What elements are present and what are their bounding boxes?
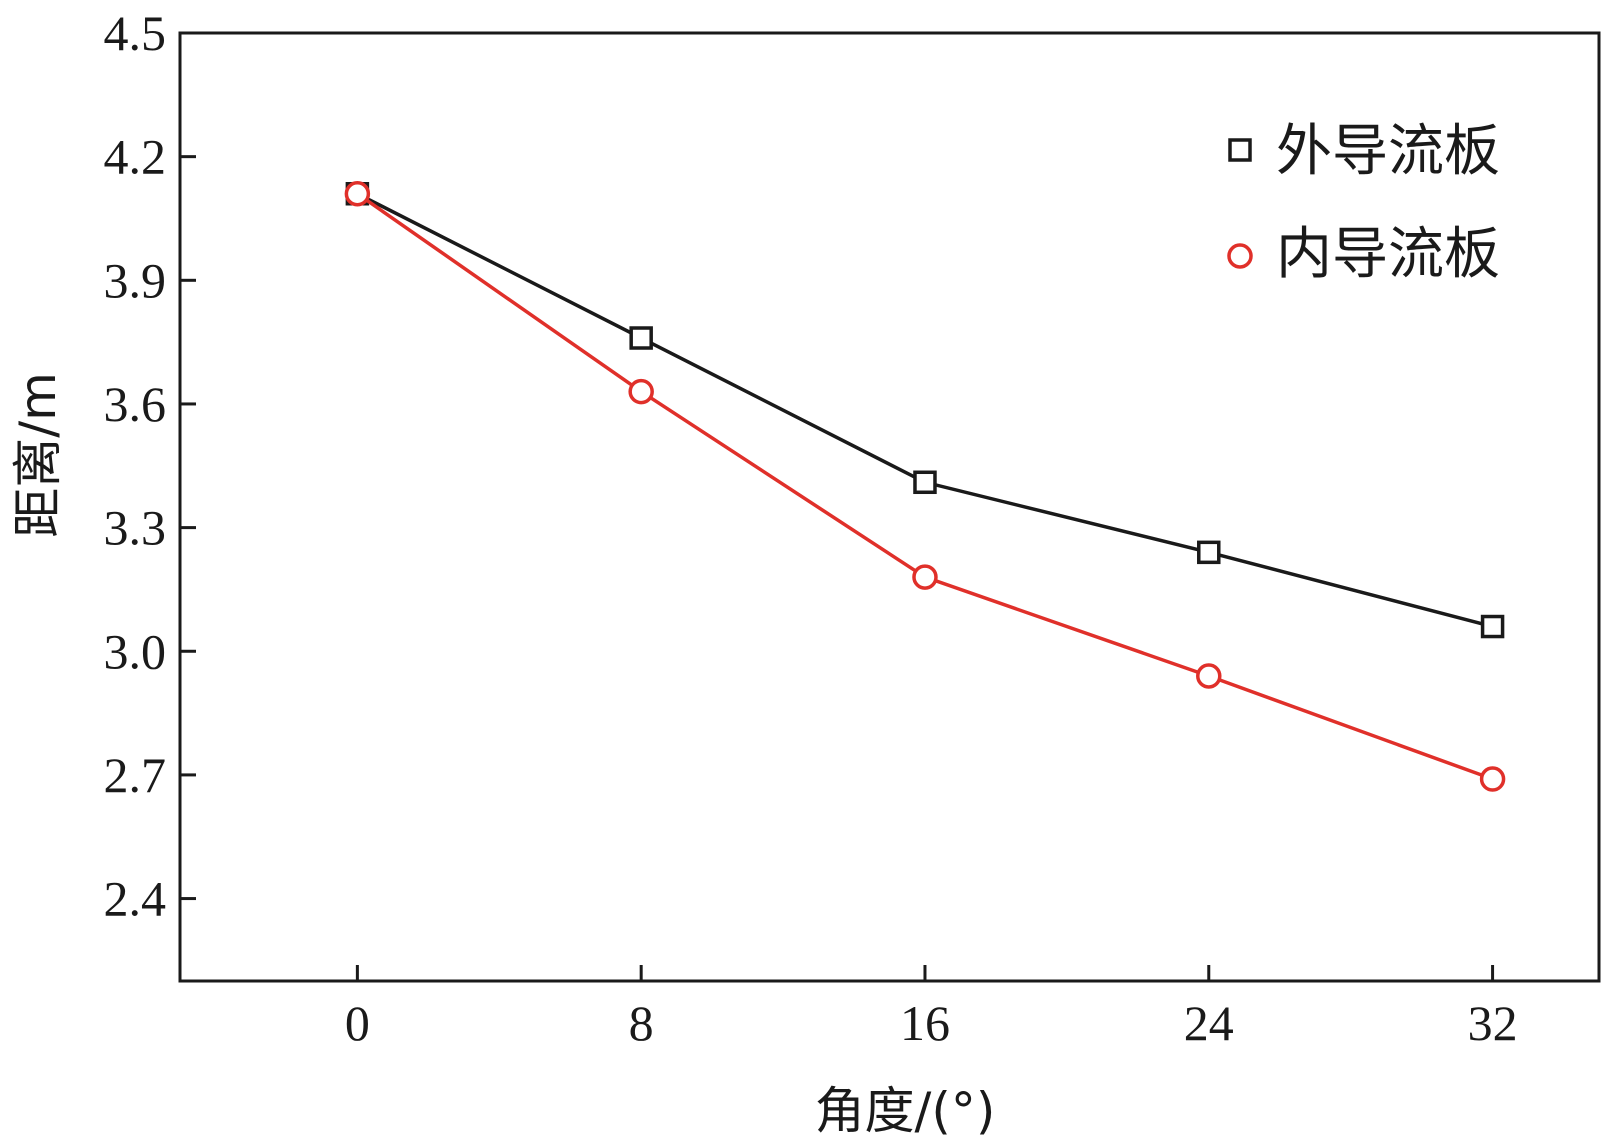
x-tick-label: 32	[1468, 995, 1518, 1051]
data-point	[628, 378, 654, 405]
x-tick-label: 16	[900, 995, 950, 1051]
data-point	[629, 326, 653, 350]
series-1	[344, 180, 1506, 792]
legend-label-outer-baffle: 外导流板	[1276, 119, 1500, 184]
y-tick-label: 2.4	[104, 871, 167, 927]
y-axis-title: 距离/m	[9, 372, 67, 538]
legend-marker-inner-baffle	[1227, 243, 1253, 269]
plot-frame	[178, 31, 1601, 983]
series-layer	[344, 180, 1506, 792]
data-point	[1196, 663, 1222, 689]
y-tick-label: 3.0	[104, 623, 167, 679]
legend-label-inner-baffle: 内导流板	[1276, 222, 1500, 287]
data-point	[912, 564, 938, 590]
x-axis: 0 8 16 24 32	[345, 965, 1518, 1051]
y-tick-label: 2.7	[104, 747, 167, 803]
y-axis: 2.4 2.7 3.0 3.3 3.6 3.9 4.2 4.5	[104, 5, 196, 927]
data-point	[1479, 766, 1506, 792]
legend: 外导流板 内导流板	[1227, 119, 1500, 287]
y-tick-label: 3.6	[104, 376, 167, 432]
y-tick-label: 3.9	[104, 252, 167, 308]
data-point	[1480, 614, 1505, 639]
data-point	[913, 470, 937, 495]
x-tick-label: 8	[629, 995, 654, 1051]
x-tick-label: 24	[1184, 995, 1234, 1051]
x-axis-title: 角度/(°)	[815, 1082, 996, 1140]
x-tick-label: 0	[345, 995, 370, 1051]
data-point	[1197, 540, 1221, 565]
y-tick-label: 4.5	[104, 5, 167, 61]
data-point	[344, 180, 371, 207]
legend-marker-outer-baffle	[1228, 138, 1252, 162]
y-tick-label: 3.3	[104, 500, 167, 556]
y-tick-label: 4.2	[104, 129, 167, 185]
